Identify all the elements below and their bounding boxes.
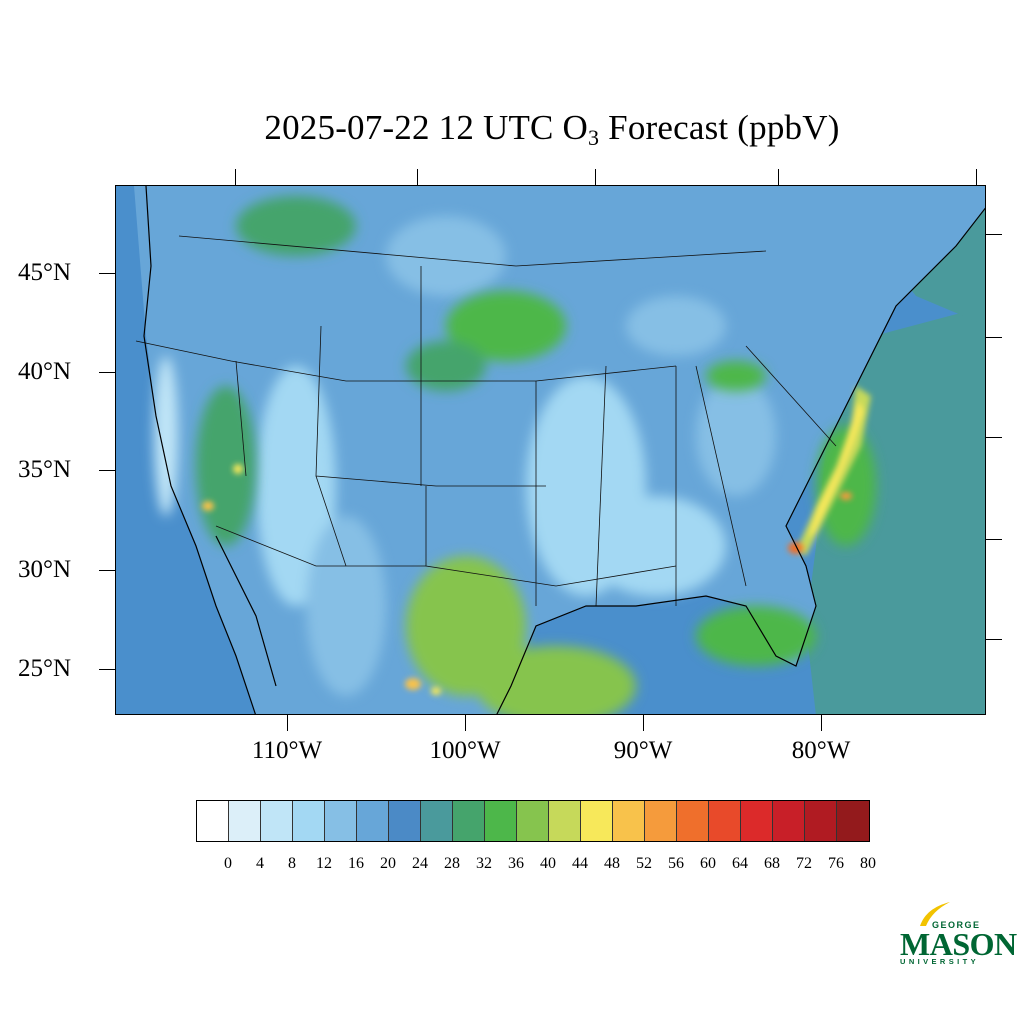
color-legend-swatch [613,801,645,841]
color-legend-label: 60 [700,855,716,872]
ozone-field [116,186,985,714]
left-tick [99,570,115,571]
right-tick [986,437,1002,438]
title-prefix: 2025-07-22 12 UTC O [264,108,589,147]
title-suffix: Forecast (ppbV) [599,108,840,147]
top-tick [595,169,596,185]
color-legend-swatch [229,801,261,841]
color-legend-swatch [293,801,325,841]
map-title: 2025-07-22 12 UTC O3 Forecast (ppbV) [0,108,1024,151]
color-legend-label: 4 [256,855,264,872]
western-hotspots [202,464,441,695]
logo-line3: UNIVERSITY [900,957,980,966]
top-tick [778,169,779,185]
color-legend-label: 20 [380,855,396,872]
color-legend-swatch [325,801,357,841]
coastlines [143,186,985,714]
ozone-map [115,185,986,715]
color-legend-swatch [485,801,517,841]
top-tick [976,169,977,185]
top-tick [417,169,418,185]
lat-label: 30°N [18,556,72,583]
low-ozone-patches [154,216,776,696]
color-legend-swatch [357,801,389,841]
bottom-tick [465,715,466,731]
color-legend-swatch [261,801,293,841]
right-tick [986,539,1002,540]
left-tick [99,669,115,670]
right-tick [986,234,1002,235]
color-legend-label: 16 [348,855,364,872]
right-tick [986,639,1002,640]
color-legend-label: 72 [796,855,812,872]
color-legend-swatch [709,801,741,841]
logo-line1: GEORGE [932,920,981,930]
color-legend-swatch [549,801,581,841]
color-legend-label: 36 [508,855,524,872]
lat-label: 45°N [18,259,72,286]
color-legend-label: 52 [636,855,652,872]
color-legend-swatch [421,801,453,841]
color-legend-swatch [773,801,805,841]
left-tick [99,372,115,373]
color-legend-label: 8 [288,855,296,872]
color-legend-label: 28 [444,855,460,872]
color-legend-swatch [453,801,485,841]
gmu-logo: GEORGE MASON UNIVERSITY [898,898,1017,970]
lat-label: 25°N [18,655,72,682]
lat-label: 40°N [18,358,72,385]
color-legend-label: 64 [732,855,748,872]
color-legend-swatch [581,801,613,841]
color-legend-label: 0 [224,855,232,872]
color-legend-label: 40 [540,855,556,872]
color-legend-label: 12 [316,855,332,872]
coastal-ozone-plume [788,386,871,556]
lon-label: 90°W [613,737,673,764]
bottom-tick [287,715,288,731]
atlantic-plume [806,306,985,714]
right-tick [986,337,1002,338]
color-legend-swatch [837,801,869,841]
color-legend-label: 68 [764,855,780,872]
color-legend [196,800,870,842]
color-legend-swatch [741,801,773,841]
moderate-ozone-patches [196,196,876,714]
left-tick [99,273,115,274]
color-legend-swatch [805,801,837,841]
color-legend-swatch [389,801,421,841]
color-legend-label: 32 [476,855,492,872]
bottom-tick [821,715,822,731]
lon-label: 80°W [791,737,851,764]
title-subscript: 3 [588,125,600,150]
color-legend-label: 80 [860,855,876,872]
left-tick [99,470,115,471]
lon-label: 100°W [429,737,501,764]
logo-line2: MASON [900,926,1017,962]
logo-flame-icon [920,902,950,926]
color-legend-label: 44 [572,855,588,872]
color-legend-label: 76 [828,855,844,872]
lon-label: 110°W [251,737,323,764]
top-tick [235,169,236,185]
state-boundaries [135,235,837,607]
color-legend-swatch [517,801,549,841]
color-legend-label: 48 [604,855,620,872]
color-legend-swatch [645,801,677,841]
color-legend-swatch [677,801,709,841]
color-legend-label: 24 [412,855,428,872]
color-legend-label: 56 [668,855,684,872]
bottom-tick [643,715,644,731]
lat-label: 35°N [18,456,72,483]
color-legend-swatch [197,801,229,841]
